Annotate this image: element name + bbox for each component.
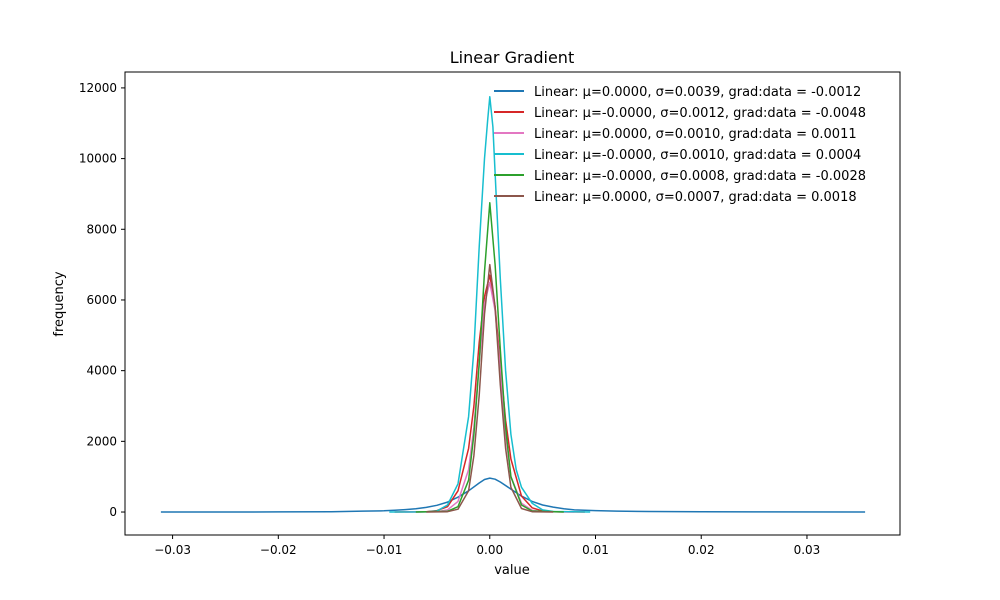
x-axis-label: value xyxy=(494,563,530,578)
plot-area xyxy=(160,95,866,513)
y-tick-label: 12000 xyxy=(79,81,117,95)
x-tick-label: −0.02 xyxy=(260,543,297,557)
y-tick-label: 10000 xyxy=(79,152,117,166)
series-line-5 xyxy=(415,202,564,513)
series-line-3 xyxy=(405,281,575,513)
legend-entry: Linear: μ=-0.0000, σ=0.0008, grad:data =… xyxy=(534,169,866,184)
x-tick-label: 0.02 xyxy=(688,543,715,557)
legend: Linear: μ=0.0000, σ=0.0039, grad:data = … xyxy=(494,85,866,205)
x-axis: −0.03 −0.02 −0.01 0.00 0.01 0.02 0.03 xyxy=(154,535,820,557)
y-tick-label: 2000 xyxy=(86,434,117,448)
x-tick-label: 0.03 xyxy=(794,543,821,557)
x-tick-label: −0.03 xyxy=(154,543,191,557)
chart-title: Linear Gradient xyxy=(450,48,574,67)
x-tick-label: 0.01 xyxy=(582,543,609,557)
y-tick-label: 8000 xyxy=(86,222,117,236)
y-tick-label: 6000 xyxy=(86,293,117,307)
series-line-4 xyxy=(389,95,591,513)
legend-entry: Linear: μ=0.0000, σ=0.0010, grad:data = … xyxy=(534,127,857,142)
legend-entry: Linear: μ=-0.0000, σ=0.0010, grad:data =… xyxy=(534,148,861,163)
axes-frame xyxy=(124,71,901,536)
legend-entry: Linear: μ=0.0000, σ=0.0007, grad:data = … xyxy=(534,190,857,205)
legend-entry: Linear: μ=-0.0000, σ=0.0012, grad:data =… xyxy=(534,106,866,121)
y-axis: 0 2000 4000 6000 8000 10000 12000 xyxy=(79,81,125,519)
legend-entry: Linear: μ=0.0000, σ=0.0039, grad:data = … xyxy=(534,85,861,100)
series-line-6 xyxy=(426,263,554,513)
y-tick-label: 0 xyxy=(109,505,117,519)
y-tick-label: 4000 xyxy=(86,364,117,378)
series-line-2 xyxy=(394,274,585,513)
y-axis-label: frequency xyxy=(52,271,67,337)
x-tick-label: 0.00 xyxy=(476,543,503,557)
series-line-1 xyxy=(160,477,866,513)
x-tick-label: −0.01 xyxy=(366,543,403,557)
